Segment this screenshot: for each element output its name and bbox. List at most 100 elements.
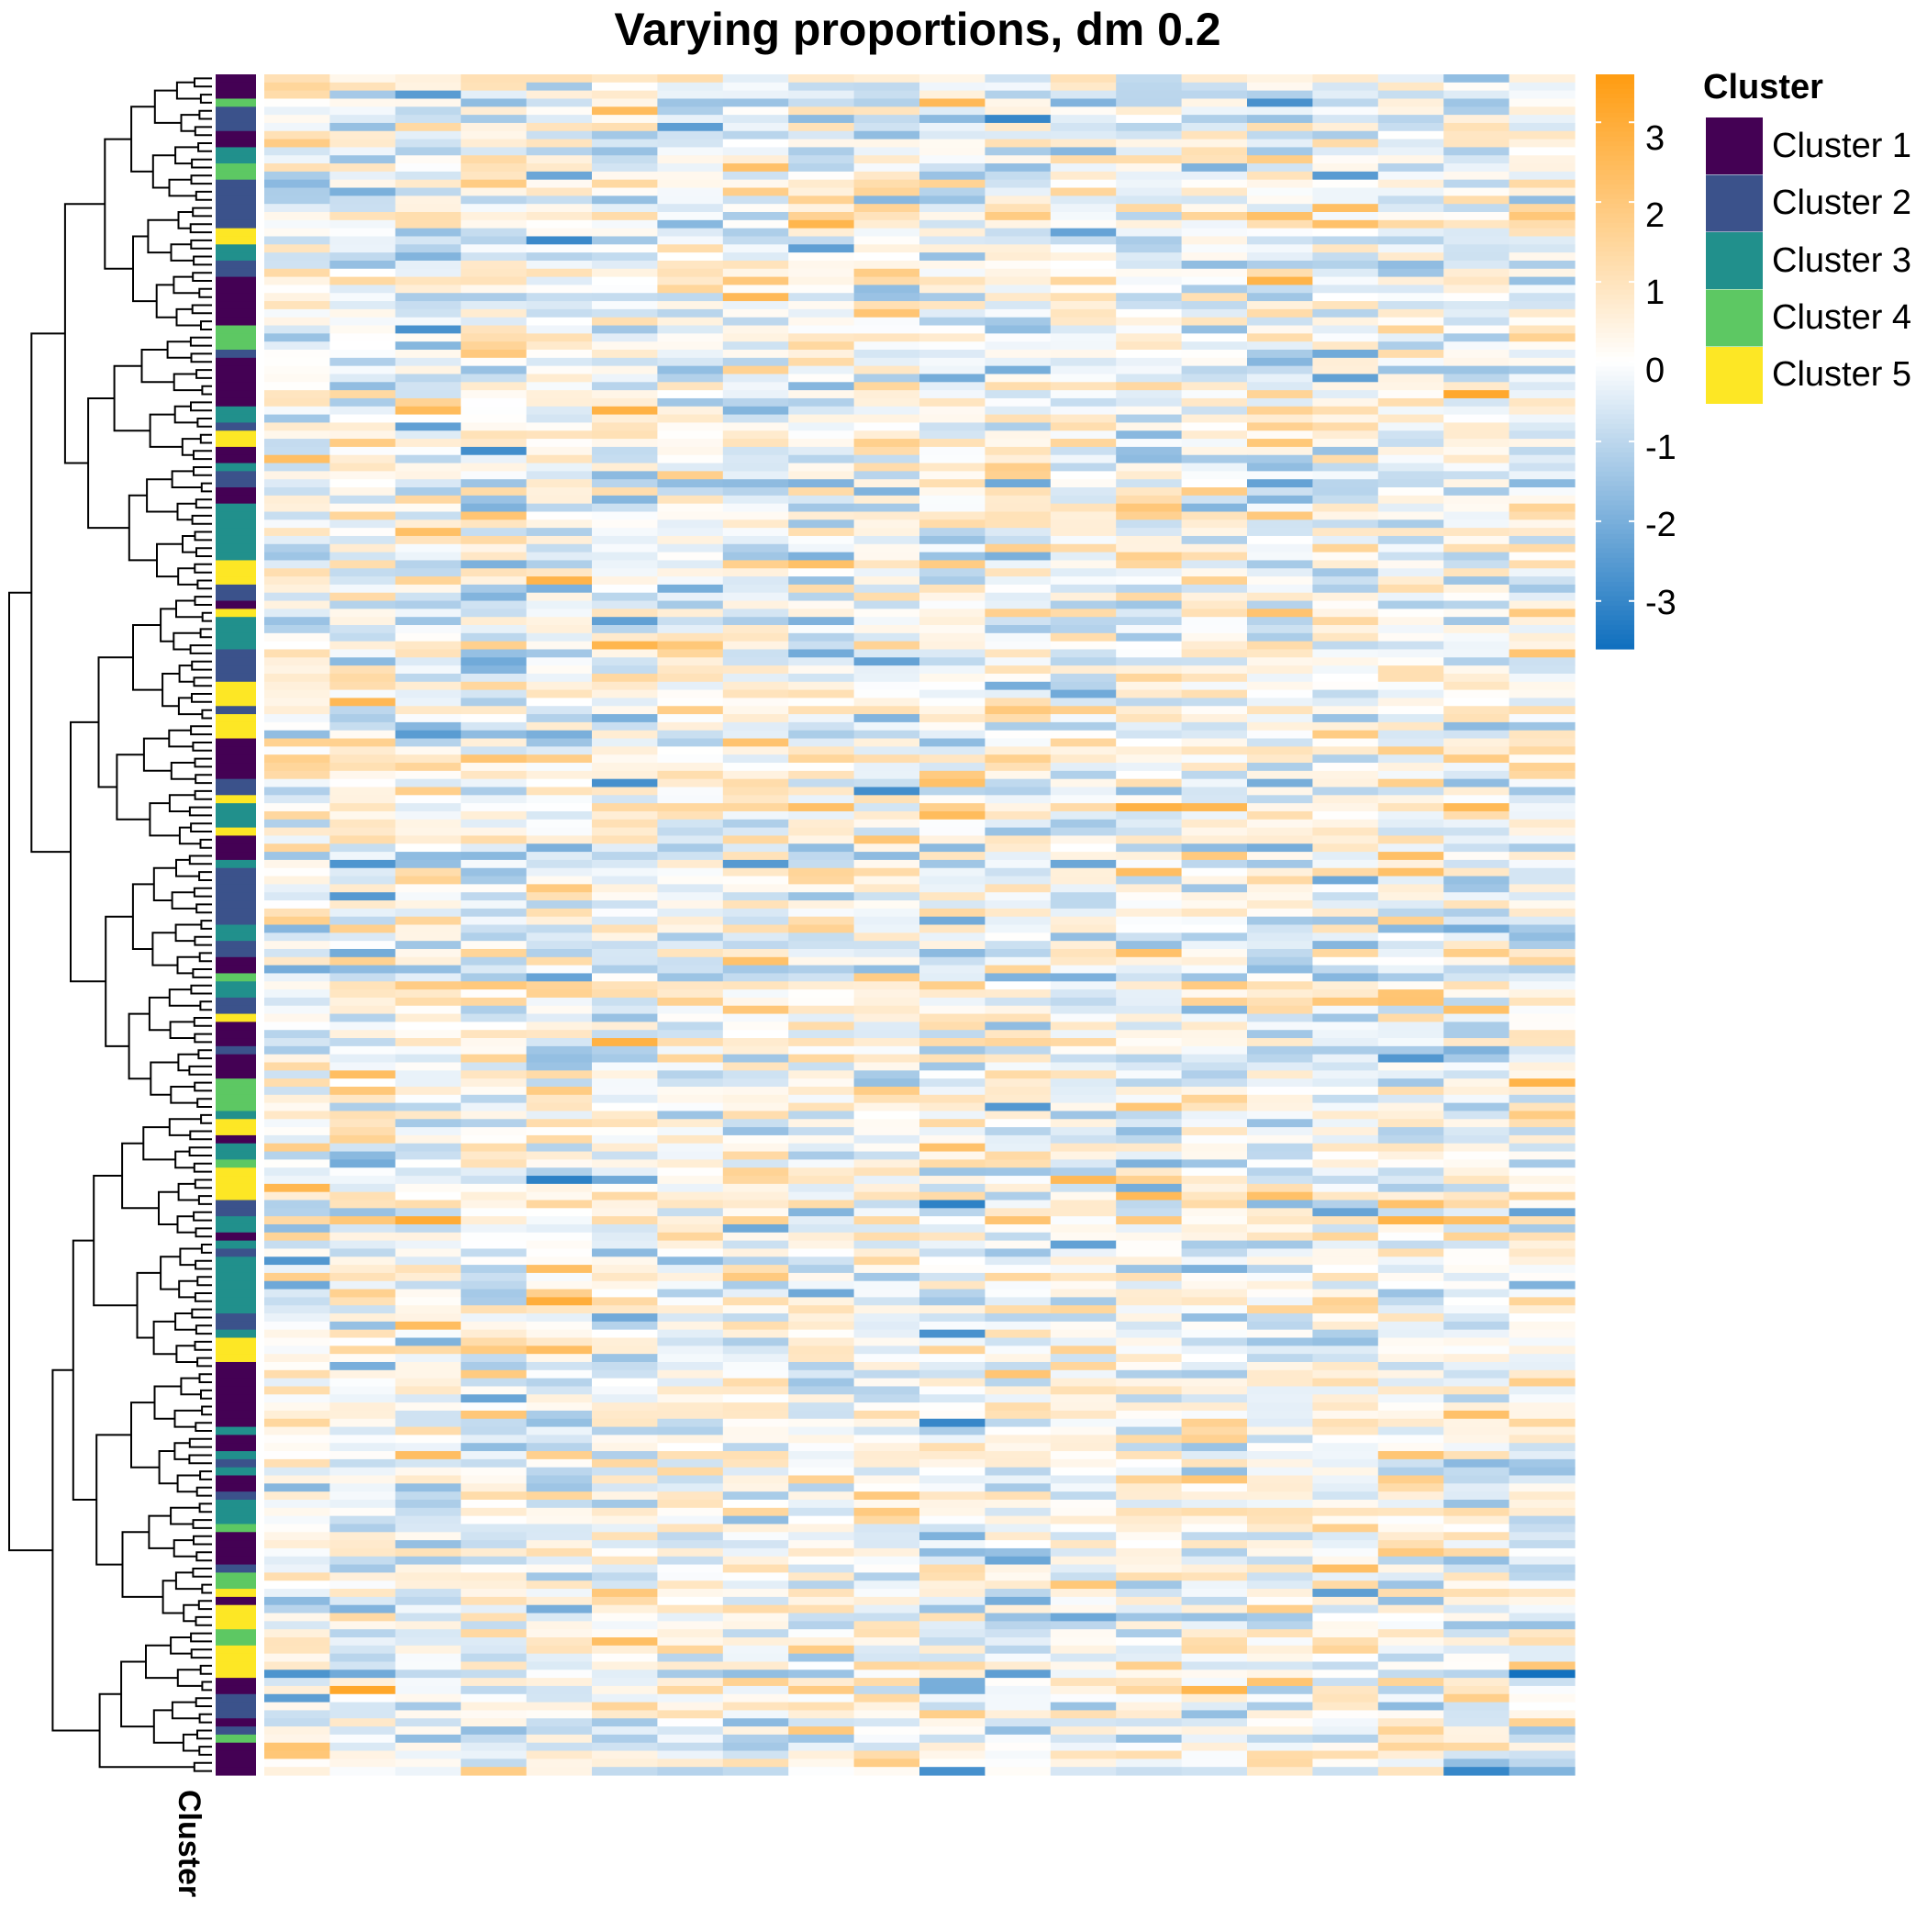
heatmap-cell bbox=[1247, 835, 1313, 844]
heatmap-cell bbox=[592, 333, 658, 342]
heatmap-cell bbox=[461, 649, 528, 658]
heatmap-cell bbox=[1312, 1378, 1379, 1388]
heatmap-cell bbox=[1181, 1183, 1248, 1193]
heatmap-cell bbox=[919, 1256, 986, 1266]
heatmap-cell bbox=[788, 374, 855, 383]
heatmap-cell bbox=[1509, 649, 1576, 658]
heatmap-cell bbox=[657, 795, 724, 804]
heatmap-cell bbox=[1312, 236, 1379, 245]
heatmap-cell bbox=[526, 543, 593, 553]
colorbar-segment bbox=[1596, 576, 1634, 583]
heatmap-cell bbox=[1443, 535, 1510, 545]
heatmap-cell bbox=[461, 552, 528, 562]
heatmap-cell bbox=[1181, 503, 1248, 513]
heatmap-cell bbox=[1443, 1467, 1510, 1477]
heatmap-cell bbox=[657, 1297, 724, 1306]
heatmap-cell bbox=[1312, 414, 1379, 424]
heatmap-cell bbox=[1181, 916, 1248, 926]
heatmap-cell bbox=[1050, 1369, 1117, 1379]
heatmap-cell bbox=[919, 106, 986, 116]
heatmap-cell bbox=[788, 852, 855, 861]
heatmap-cell bbox=[1377, 406, 1444, 416]
heatmap-cell bbox=[853, 1111, 920, 1120]
dendrogram-branch bbox=[173, 1539, 197, 1558]
heatmap-cell bbox=[788, 1540, 855, 1549]
heatmap-cell bbox=[919, 1596, 986, 1606]
heatmap-cell bbox=[1050, 746, 1117, 755]
heatmap-cell bbox=[592, 519, 658, 529]
heatmap-cell bbox=[919, 1005, 986, 1015]
colorbar-tick-1: 1 bbox=[1645, 274, 1665, 312]
heatmap-cell bbox=[592, 730, 658, 740]
heatmap-cell bbox=[657, 867, 724, 877]
heatmap-cell bbox=[1312, 1062, 1379, 1071]
heatmap-cell bbox=[1377, 268, 1444, 278]
heatmap-cell bbox=[1443, 1111, 1510, 1120]
annotation-cell bbox=[216, 1256, 256, 1266]
heatmap-cell bbox=[592, 276, 658, 286]
heatmap-cell bbox=[1509, 1532, 1576, 1541]
heatmap-cell bbox=[329, 1013, 396, 1022]
colorbar-segment bbox=[1596, 285, 1634, 291]
heatmap-cell bbox=[1509, 495, 1576, 505]
heatmap-cell bbox=[722, 1670, 789, 1679]
heatmap-cell bbox=[329, 876, 396, 885]
heatmap-cell bbox=[329, 973, 396, 982]
heatmap-cell bbox=[395, 1329, 462, 1339]
heatmap-cell bbox=[395, 1410, 462, 1420]
heatmap-cell bbox=[526, 430, 593, 440]
heatmap-cell bbox=[1443, 382, 1510, 391]
heatmap-cell bbox=[657, 1313, 724, 1323]
heatmap-cell bbox=[853, 1086, 920, 1096]
heatmap-cell bbox=[919, 852, 986, 861]
heatmap-cell bbox=[853, 1547, 920, 1558]
heatmap-cell bbox=[788, 1556, 855, 1566]
heatmap-cell bbox=[722, 1062, 789, 1071]
heatmap-cell bbox=[1377, 965, 1444, 975]
heatmap-cell bbox=[1116, 1062, 1183, 1071]
heatmap-cell bbox=[329, 228, 396, 238]
heatmap-cell bbox=[1312, 941, 1379, 950]
heatmap-cell bbox=[1247, 1119, 1313, 1128]
heatmap-cell bbox=[853, 1200, 920, 1209]
legend-key-4 bbox=[1706, 289, 1763, 347]
heatmap-cell bbox=[722, 276, 789, 286]
heatmap-cell bbox=[329, 244, 396, 253]
heatmap-cell bbox=[1312, 1678, 1379, 1687]
heatmap-cell bbox=[461, 471, 528, 480]
dendrogram-branch bbox=[195, 369, 212, 379]
annotation-cell bbox=[216, 276, 256, 286]
colorbar-segment bbox=[1596, 227, 1634, 233]
heatmap-cell bbox=[592, 463, 658, 472]
heatmap-cell bbox=[1509, 212, 1576, 221]
heatmap-cell bbox=[853, 1022, 920, 1031]
heatmap-cell bbox=[1116, 763, 1183, 772]
heatmap-cell bbox=[1181, 843, 1248, 853]
heatmap-cell bbox=[1247, 115, 1313, 124]
heatmap-cell bbox=[1050, 997, 1117, 1007]
heatmap-cell bbox=[853, 163, 920, 173]
dendrogram-branch bbox=[140, 349, 174, 384]
heatmap-cell bbox=[1377, 657, 1444, 666]
heatmap-cell bbox=[395, 706, 462, 715]
heatmap-cell bbox=[1116, 1596, 1183, 1606]
heatmap-cell bbox=[1443, 1580, 1510, 1590]
heatmap-cell bbox=[1181, 471, 1248, 480]
heatmap-cell bbox=[1312, 293, 1379, 302]
heatmap-cell bbox=[1247, 1507, 1313, 1517]
heatmap-cell bbox=[722, 1767, 789, 1776]
heatmap-cell bbox=[395, 1710, 462, 1719]
heatmap-cell bbox=[1443, 956, 1510, 966]
dendrogram-branch bbox=[198, 287, 212, 298]
heatmap-cell bbox=[329, 1653, 396, 1663]
heatmap-cell bbox=[461, 1443, 528, 1452]
heatmap-cell bbox=[1181, 1410, 1248, 1420]
heatmap-cell bbox=[1377, 649, 1444, 658]
dendrogram-branch bbox=[199, 1664, 212, 1675]
heatmap-cell bbox=[853, 1443, 920, 1452]
heatmap-cell bbox=[1116, 1329, 1183, 1339]
heatmap-cell bbox=[592, 1418, 658, 1428]
heatmap-cell bbox=[722, 803, 789, 812]
heatmap-cell bbox=[1116, 673, 1183, 683]
heatmap-cell bbox=[1181, 900, 1248, 910]
